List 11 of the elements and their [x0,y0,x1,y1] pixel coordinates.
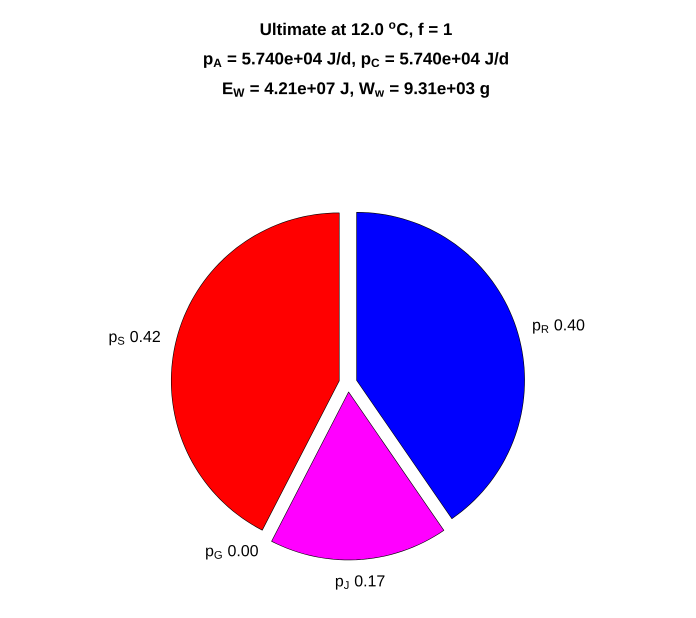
text: p$_{A}$ = 5.740e+04 J/d, p$_{C}$ = 5.740e+04 J/d [204,52,508,68]
data-label: 0.17 [354,575,384,587]
text: Ultimate at 12.0 $^{o}$C, f = 1 [260,22,452,38]
text: 0.00 [228,545,258,556]
slice-label: p$_{R}$ [533,322,548,334]
data-label: 0.40 [554,319,584,331]
text: E$_{W}$ = 4.21e+07 J, W$_{w}$ = 9.31e+03 g [223,82,489,98]
slice-label: p$_{J}$ [336,578,348,590]
slice-label: p$_{S}$ [110,333,124,346]
data-label: 0.42 [130,330,160,342]
category-label: p$_{G}$ [206,548,222,560]
